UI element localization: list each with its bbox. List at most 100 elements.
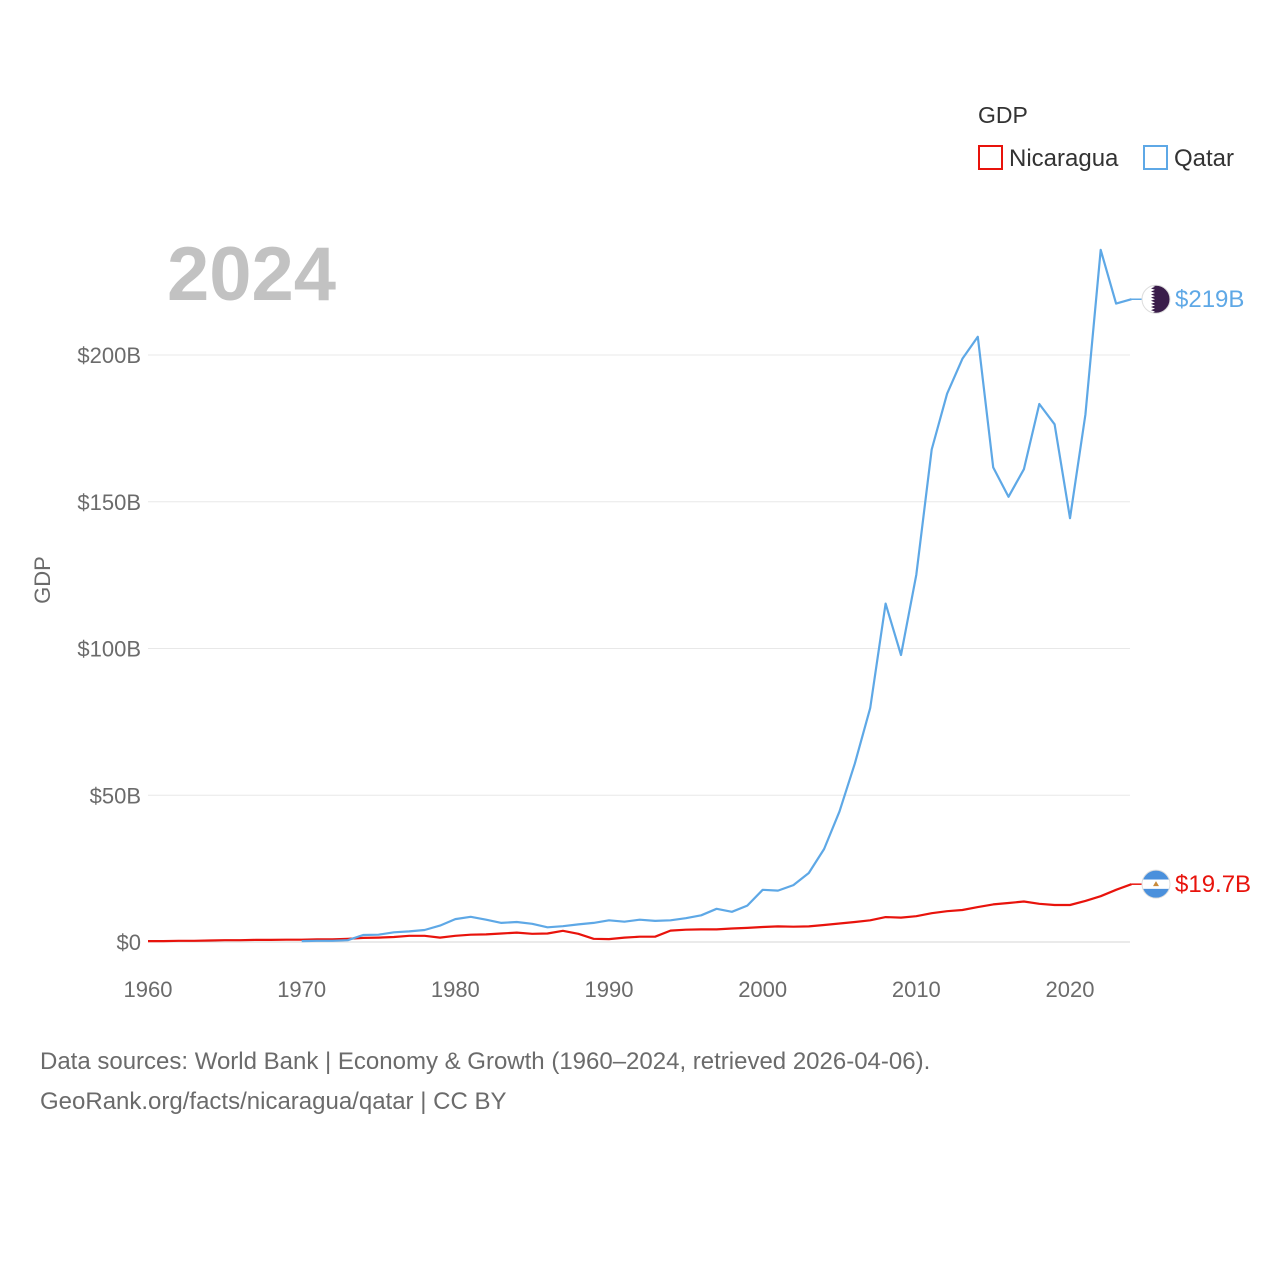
data-point-nicaragua	[623, 936, 625, 938]
data-point-nicaragua	[808, 925, 810, 927]
data-point-nicaragua	[869, 919, 871, 921]
x-tick-label: 1970	[277, 977, 326, 1002]
data-point-nicaragua	[977, 906, 979, 908]
y-tick-label: $100B	[77, 637, 141, 662]
data-point-nicaragua	[270, 939, 272, 941]
data-point-qatar	[961, 358, 963, 360]
data-point-qatar	[608, 919, 610, 921]
data-point-qatar	[1038, 403, 1040, 405]
data-point-qatar	[992, 466, 994, 468]
data-point-nicaragua	[1069, 904, 1071, 906]
source-line-2: GeoRank.org/facts/nicaragua/qatar | CC B…	[40, 1088, 507, 1115]
data-point-nicaragua	[193, 940, 195, 942]
data-point-nicaragua	[792, 926, 794, 928]
data-point-nicaragua	[393, 936, 395, 938]
legend-title: GDP	[978, 102, 1028, 128]
data-point-nicaragua	[362, 937, 364, 939]
x-axis-ticks: 1960 1970 1980 1990 2000 2010 2020	[124, 977, 1095, 1002]
series-line-qatar	[301, 248, 1132, 943]
data-point-nicaragua	[946, 910, 948, 912]
source-line-1: Data sources: World Bank | Economy & Gro…	[40, 1048, 931, 1075]
data-point-nicaragua	[178, 940, 180, 942]
y-tick-label: $150B	[77, 490, 141, 515]
data-point-nicaragua	[592, 938, 594, 940]
data-point-nicaragua	[746, 927, 748, 929]
data-point-nicaragua	[884, 916, 886, 918]
data-point-qatar	[393, 931, 395, 933]
legend-swatch-nicaragua	[978, 145, 1003, 170]
data-point-qatar	[1023, 468, 1025, 470]
data-point-nicaragua	[900, 916, 902, 918]
data-point-nicaragua	[531, 933, 533, 935]
data-point-nicaragua	[546, 932, 548, 934]
data-point-qatar	[362, 934, 364, 936]
data-point-nicaragua	[1053, 904, 1055, 906]
data-point-qatar	[946, 393, 948, 395]
data-point-nicaragua	[439, 936, 441, 938]
data-point-nicaragua	[285, 938, 287, 940]
data-point-qatar	[1084, 413, 1086, 415]
data-point-nicaragua	[208, 939, 210, 941]
data-point-nicaragua	[470, 933, 472, 935]
data-point-qatar	[669, 919, 671, 921]
series-lines	[147, 248, 1132, 943]
data-point-qatar	[808, 872, 810, 874]
data-point-qatar	[331, 940, 333, 942]
x-tick-label: 1990	[585, 977, 634, 1002]
x-tick-label: 2000	[738, 977, 787, 1002]
data-point-qatar	[500, 922, 502, 924]
data-point-nicaragua	[731, 927, 733, 929]
data-point-qatar	[1100, 249, 1102, 251]
x-tick-label: 2010	[892, 977, 941, 1002]
data-point-qatar	[592, 922, 594, 924]
data-point-nicaragua	[685, 928, 687, 930]
data-point-nicaragua	[854, 921, 856, 923]
data-point-nicaragua	[162, 940, 164, 942]
data-point-qatar	[931, 448, 933, 450]
data-point-qatar	[854, 762, 856, 764]
data-point-nicaragua	[454, 935, 456, 937]
data-point-qatar	[377, 933, 379, 935]
x-tick-label: 1960	[124, 977, 173, 1002]
data-point-nicaragua	[408, 935, 410, 937]
data-point-qatar	[1115, 302, 1117, 304]
data-point-nicaragua	[915, 915, 917, 917]
end-label-qatar: $219B	[1175, 286, 1244, 313]
data-point-nicaragua	[715, 928, 717, 930]
data-point-qatar	[869, 707, 871, 709]
data-point-qatar	[316, 940, 318, 942]
year-label: 2024	[167, 232, 336, 317]
data-point-nicaragua	[777, 925, 779, 927]
data-point-nicaragua	[654, 936, 656, 938]
data-point-qatar	[485, 918, 487, 920]
data-point-nicaragua	[239, 939, 241, 941]
data-point-qatar	[639, 918, 641, 920]
data-point-nicaragua	[761, 926, 763, 928]
data-point-nicaragua	[1115, 889, 1117, 891]
data-point-qatar	[746, 904, 748, 906]
data-point-nicaragua	[147, 940, 149, 942]
data-point-qatar	[423, 929, 425, 931]
data-point-qatar	[408, 930, 410, 932]
data-point-nicaragua	[639, 936, 641, 938]
legend-label-qatar: Qatar	[1174, 145, 1234, 172]
data-point-nicaragua	[838, 922, 840, 924]
data-point-qatar	[823, 848, 825, 850]
x-tick-label: 1980	[431, 977, 480, 1002]
data-point-qatar	[884, 602, 886, 604]
series-line-nicaragua	[148, 883, 1132, 943]
data-point-nicaragua	[423, 935, 425, 937]
data-point-nicaragua	[577, 933, 579, 935]
data-point-qatar	[900, 654, 902, 656]
data-point-qatar	[516, 921, 518, 923]
y-tick-label: $200B	[77, 343, 141, 368]
data-point-nicaragua	[608, 938, 610, 940]
data-point-qatar	[546, 926, 548, 928]
legend-swatch-qatar	[1143, 145, 1168, 170]
data-point-qatar	[731, 911, 733, 913]
data-point-qatar	[562, 925, 564, 927]
x-tick-label: 2020	[1046, 977, 1095, 1002]
data-point-qatar	[977, 336, 979, 338]
data-point-qatar	[623, 921, 625, 923]
data-point-qatar	[838, 810, 840, 812]
